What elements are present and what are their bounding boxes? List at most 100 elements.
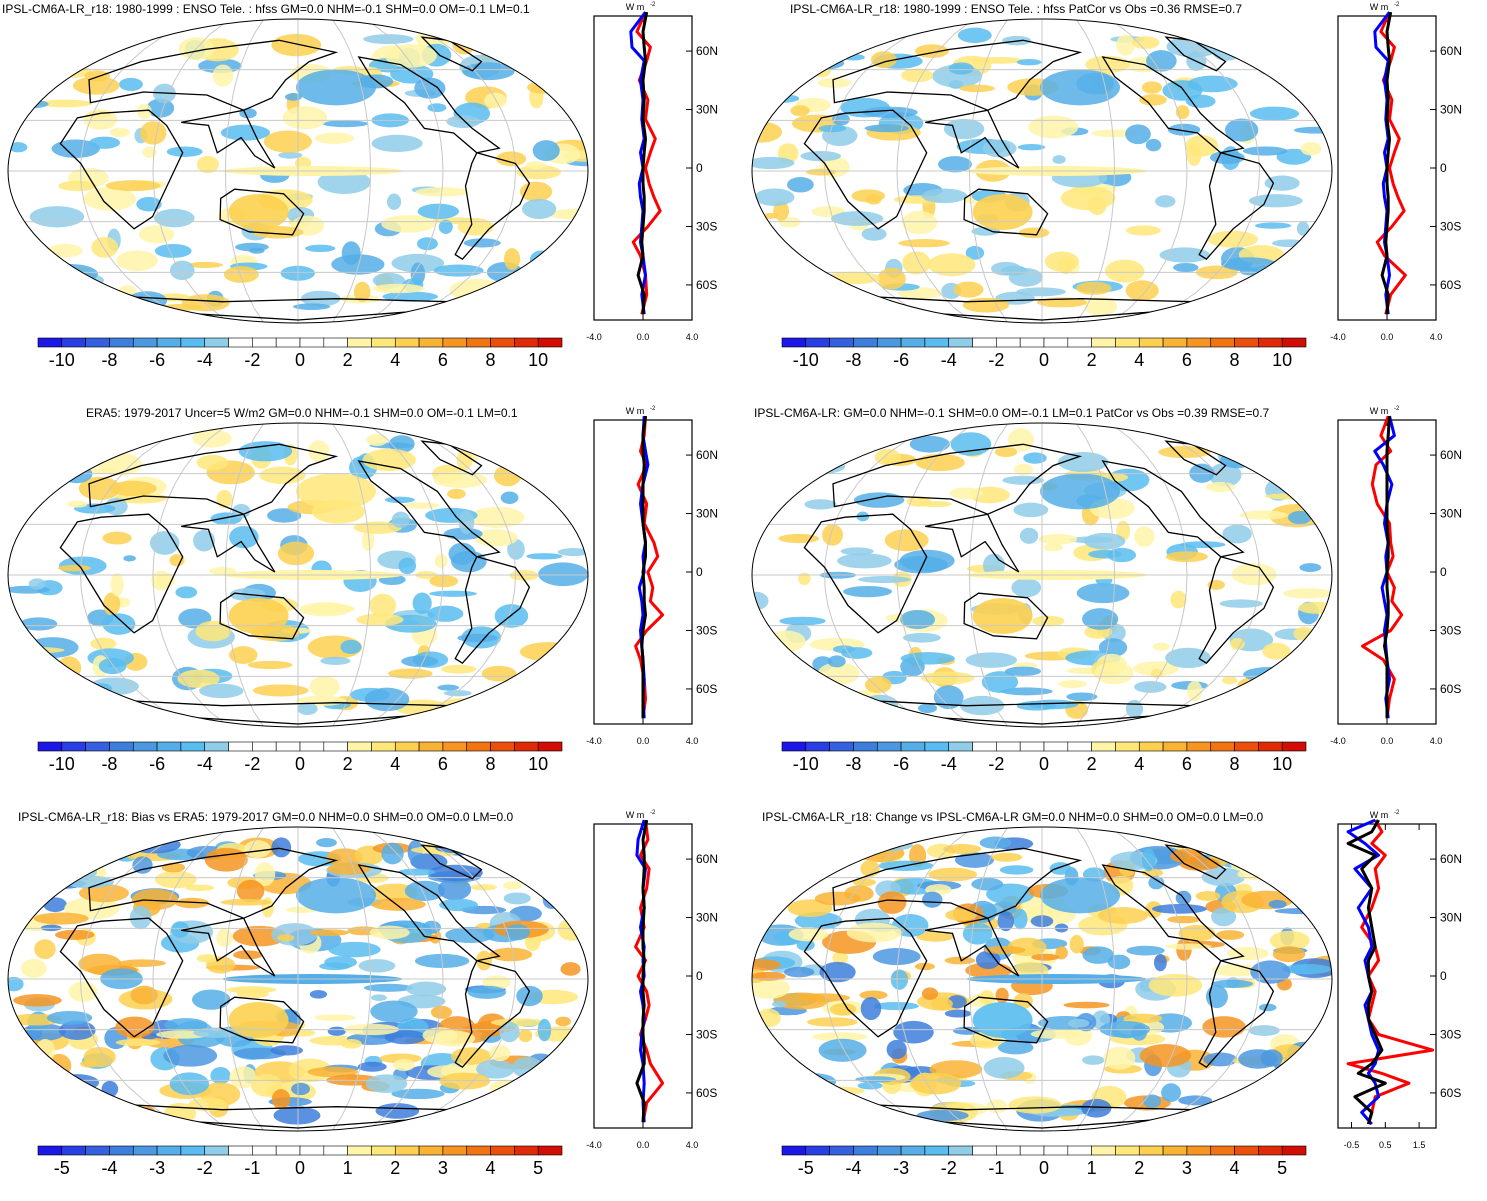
colorbar-bin <box>805 741 830 752</box>
field-patch <box>43 263 98 284</box>
longitude-line <box>1075 827 1116 1131</box>
field-patch <box>438 219 453 234</box>
colorbar-bin <box>85 1145 110 1156</box>
field-patch <box>526 553 563 560</box>
field-patch <box>949 487 983 500</box>
colorbar-bin <box>228 741 253 752</box>
colorbar-bin <box>371 741 396 752</box>
field-patch <box>1222 676 1238 685</box>
field-patch <box>772 1000 787 1008</box>
colorbar-bin <box>394 337 420 348</box>
colorbar-bin <box>537 741 563 752</box>
field-patch <box>1269 930 1310 951</box>
field-patch <box>1282 963 1332 975</box>
field-patch <box>193 529 215 552</box>
profile-x-tick-label: 0.0 <box>1381 736 1394 746</box>
field-patch <box>364 687 410 712</box>
field-patch <box>102 613 136 635</box>
coastline <box>963 996 1049 1044</box>
shaded-field <box>8 429 588 722</box>
field-patch <box>1013 502 1049 518</box>
profile-y-tick-label: 30N <box>1440 911 1462 925</box>
field-patch <box>525 161 547 169</box>
field-patch <box>185 884 215 892</box>
longitude-line <box>823 19 941 323</box>
longitude-line <box>968 827 1009 1131</box>
field-patch <box>363 34 414 45</box>
field-patch <box>953 281 984 298</box>
field-patch <box>1165 943 1212 950</box>
field-patch <box>238 441 293 462</box>
colorbar-tick-label: 0 <box>1039 1158 1049 1178</box>
field-patch <box>132 856 153 874</box>
field-patch <box>804 499 837 510</box>
colorbar-bin <box>853 337 878 348</box>
profile-unit-exponent: -2 <box>1394 2 1400 8</box>
field-patch <box>447 488 466 499</box>
field-patch <box>19 617 58 631</box>
field-patch <box>149 531 180 555</box>
panel-graphics: -10 -8 -6 -4 -2 0 2 4 6 8 10 W m -2 -4.0 0.0 4.0 60N 30N 0… <box>751 406 1462 774</box>
field-patch <box>1097 907 1149 924</box>
colorbar-bin <box>490 741 515 752</box>
field-patch <box>187 261 224 269</box>
field-patch <box>822 524 844 546</box>
field-patch <box>555 1016 571 1027</box>
colorbar-bin <box>1019 337 1045 348</box>
colorbar-bin <box>347 1145 372 1156</box>
field-patch <box>779 616 826 626</box>
field-patch <box>462 62 515 81</box>
field-patch <box>818 1038 867 1062</box>
colorbar-bin <box>418 741 444 752</box>
field-patch <box>832 951 849 965</box>
field-patch <box>532 140 560 162</box>
field-patch <box>1300 142 1322 156</box>
field-patch <box>271 33 322 57</box>
field-patch <box>920 671 975 685</box>
field-patch <box>317 170 371 194</box>
field-patch <box>15 99 49 109</box>
field-patch <box>1293 626 1315 641</box>
colorbar-bin <box>1162 1145 1188 1156</box>
field-patch <box>1248 1025 1280 1036</box>
colorbar: -10 -8 -6 -4 -2 0 2 4 6 8 10 <box>781 337 1307 370</box>
field-patch <box>1103 1046 1136 1070</box>
colorbar-bin <box>1258 1145 1283 1156</box>
field-patch <box>910 1072 962 1095</box>
field-patch <box>263 130 312 153</box>
colorbar-tick-label: 6 <box>438 754 448 774</box>
profile-line-black <box>640 415 647 719</box>
field-patch <box>1257 55 1272 75</box>
colorbar-bin <box>972 337 997 348</box>
colorbar-tick-label: 1 <box>343 1158 353 1178</box>
colorbar-bin <box>876 1145 902 1156</box>
colorbar-bin <box>1115 1145 1140 1156</box>
field-patch <box>80 1060 98 1068</box>
field-patch <box>1125 124 1151 145</box>
field-patch <box>857 1081 883 1090</box>
colorbar-tick-label: 0 <box>295 754 305 774</box>
field-patch <box>123 555 136 562</box>
field-patch <box>229 646 258 664</box>
field-patch <box>900 652 955 665</box>
field-patch <box>1028 115 1079 139</box>
field-patch <box>1203 1052 1238 1067</box>
field-patch <box>33 912 89 925</box>
coastline <box>1198 960 1275 1069</box>
field-patch <box>1008 1096 1062 1114</box>
field-patch <box>1011 577 1042 598</box>
field-patch <box>933 685 964 710</box>
field-patch <box>831 211 884 226</box>
colorbar-bin <box>37 337 63 348</box>
colorbar-bin <box>61 741 86 752</box>
field-patch <box>282 106 328 130</box>
colorbar-tick-label: -4 <box>197 754 213 774</box>
field-patch <box>1082 946 1115 964</box>
shaded-field <box>752 836 1332 1124</box>
field-patch <box>851 189 886 203</box>
colorbar-bin <box>1186 741 1212 752</box>
field-patch <box>406 981 447 997</box>
field-patch <box>196 454 229 471</box>
field-patch <box>1075 281 1112 295</box>
profile-x-tick-label: -4.0 <box>586 1140 602 1150</box>
